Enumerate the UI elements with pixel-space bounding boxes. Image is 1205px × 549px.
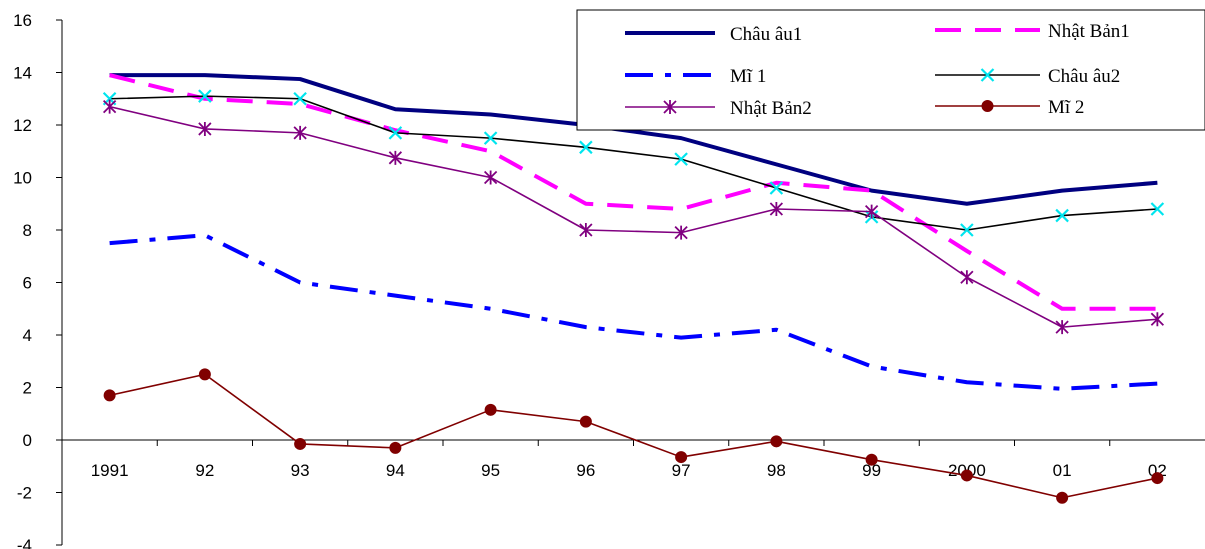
data-point [960,469,973,482]
x-tick-label: 99 [862,461,881,480]
data-point [1056,491,1069,504]
data-point [389,441,402,454]
legend: Châu âu1 Nhật Bản1 Mĩ 1 Châu âu2 Nhật Bản2 Mĩ… [576,9,1205,131]
data-point [1151,472,1164,485]
series-5 [102,99,1165,335]
legend-marker [663,100,677,114]
series-6 [103,368,1164,504]
data-point [1150,202,1165,216]
legend-box [576,9,1205,131]
legend-label: Mĩ 1 [730,66,766,87]
data-point [865,453,878,466]
y-axis-ticks: 16 14 12 10 8 6 4 2 0 -2 -4 [13,11,62,549]
data-point [674,152,688,166]
data-point [674,225,688,240]
data-point [1055,208,1069,223]
x-tick-label: 95 [481,461,500,480]
y-tick-label: 4 [23,326,32,345]
data-point [579,223,593,237]
data-point [960,270,974,285]
legend-label: Mĩ 2 [1048,97,1084,118]
data-point [102,99,117,114]
data-point [770,435,783,448]
y-tick-label: 14 [13,64,32,83]
series-4 [102,89,1165,237]
legend-label: Nhật Bản2 [730,98,812,119]
data-point [388,150,403,165]
y-tick-label: 8 [23,221,32,240]
x-tick-label: 01 [1053,461,1072,480]
series-2 [109,73,1158,311]
y-tick-label: 12 [13,116,32,135]
data-point [198,121,212,136]
legend-entry: Nhật Bản1 [935,21,1130,42]
legend-entry: Châu âu1 [625,24,802,45]
series-3 [109,233,1158,391]
data-point [293,125,307,140]
x-tick-label: 93 [291,461,310,480]
series-line [109,73,1158,206]
legend-marker [981,100,994,112]
series-line [109,95,1158,231]
x-axis-ticks: 1991929394959697989920000102 [91,440,1167,480]
x-tick-label: 98 [767,461,786,480]
data-point [1150,312,1165,327]
data-point [293,91,307,106]
x-tick-label: 97 [672,461,691,480]
legend-entry: Mĩ 2 [935,97,1084,118]
data-point [294,437,307,450]
legend-label: Châu âu1 [730,24,802,45]
x-tick-label: 92 [195,461,214,480]
legend-entry: Mĩ 1 [625,66,766,87]
data-point [675,451,688,464]
data-point [103,389,116,402]
legend-label: Châu âu2 [1048,66,1120,87]
x-tick-label: 94 [386,461,405,480]
data-point [579,140,593,155]
data-point [769,202,784,216]
x-tick-label: 96 [576,461,595,480]
legend-marker [980,68,995,82]
data-point [1055,320,1069,335]
data-point [198,368,211,381]
data-point [388,126,403,140]
series-1 [109,73,1158,206]
data-point [483,131,498,145]
legend-label: Nhật Bản1 [1048,21,1130,42]
data-point [579,415,592,428]
y-tick-label: 0 [23,431,32,450]
x-tick-label: 1991 [91,461,129,480]
y-tick-label: -2 [17,484,32,503]
y-tick-label: -4 [17,536,32,549]
legend-entry: Châu âu2 [935,66,1120,87]
data-point [484,403,497,416]
data-point [864,204,879,219]
data-point [483,170,498,185]
series-line [109,233,1158,391]
series-lines [102,73,1165,504]
y-tick-label: 2 [23,379,32,398]
y-tick-label: 16 [13,11,32,30]
legend-entry: Nhật Bản2 [625,98,812,119]
series-line [109,373,1158,499]
y-tick-label: 6 [23,274,32,293]
series-line [109,73,1158,311]
data-point [769,181,784,195]
series-line [109,105,1158,328]
y-tick-label: 10 [13,169,32,188]
data-point [960,223,974,237]
data-point [198,89,212,103]
